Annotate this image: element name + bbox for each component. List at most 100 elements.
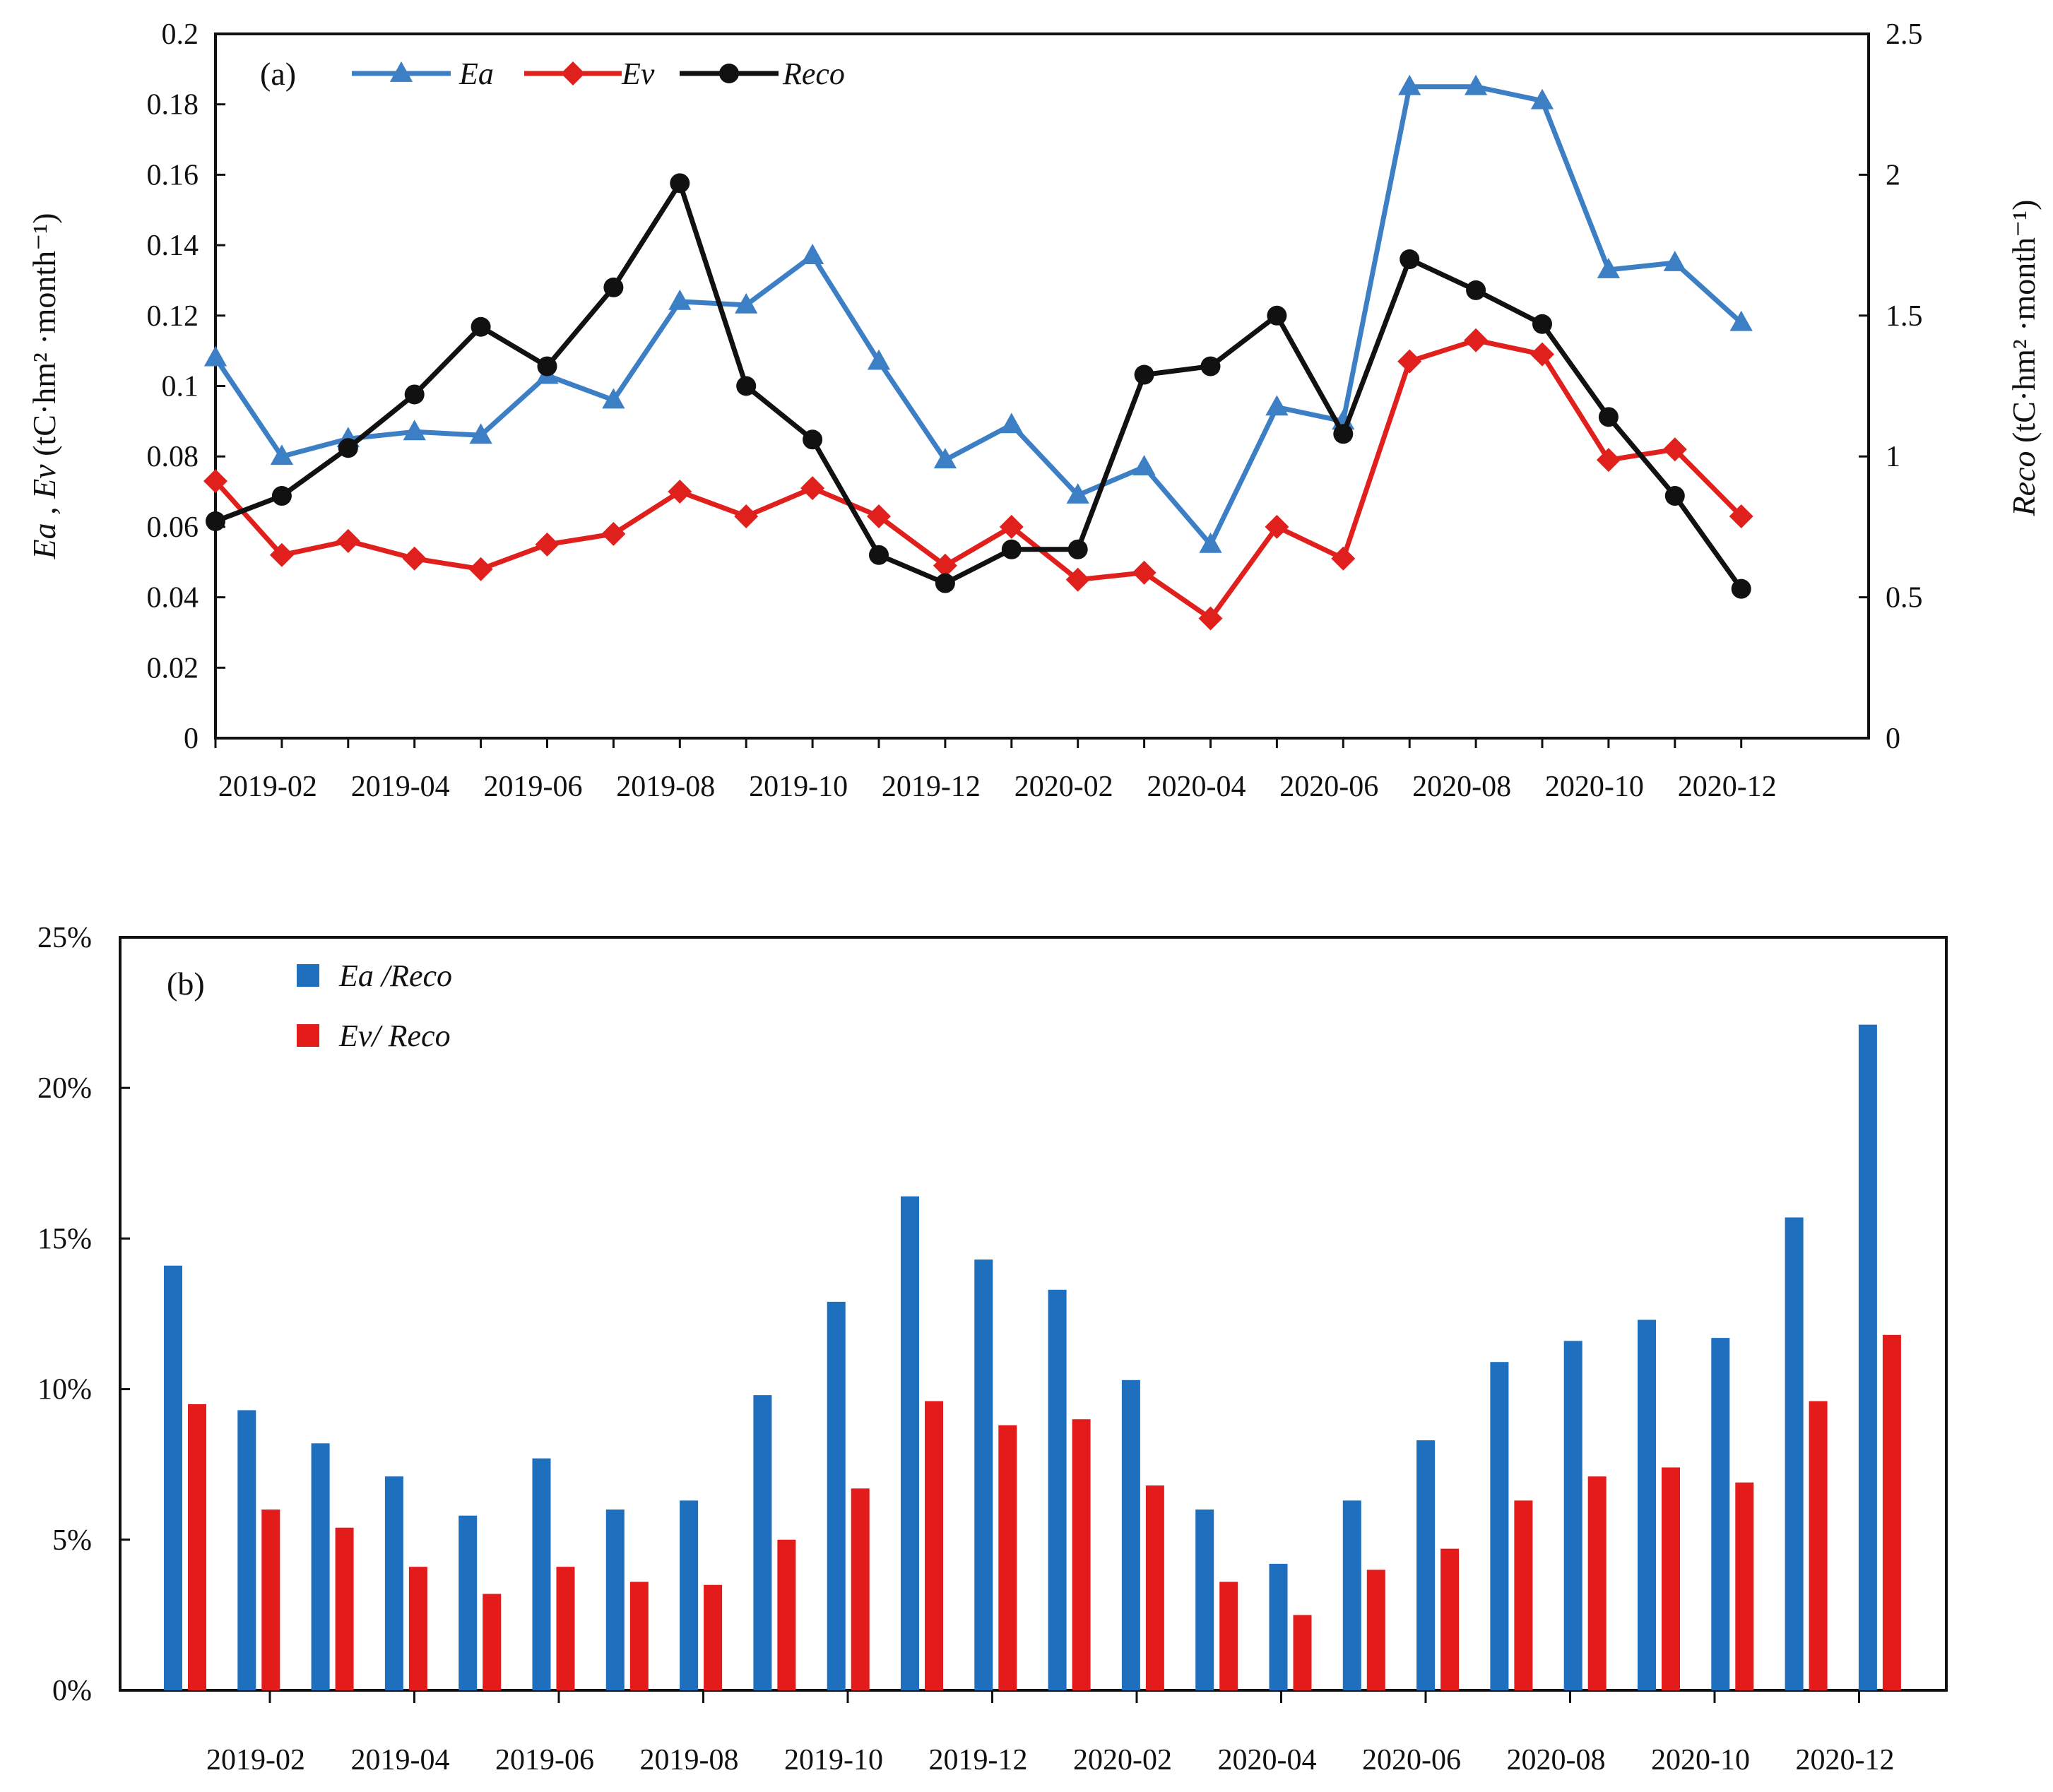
x-tick-label: 2019-04 xyxy=(351,771,450,803)
reco-point xyxy=(1001,539,1022,559)
ea-point xyxy=(800,244,824,264)
x-tick-label: 2020-10 xyxy=(1545,771,1644,803)
right-tick-label: 2 xyxy=(1886,159,1900,191)
y-tick-label: 25% xyxy=(37,922,92,954)
reco-point xyxy=(1532,314,1552,334)
ev-reco-bar xyxy=(998,1425,1017,1690)
ea-reco-bar xyxy=(1490,1362,1509,1690)
ea-point xyxy=(469,423,492,444)
ev-reco-bar xyxy=(408,1567,427,1690)
ev-point xyxy=(1265,514,1289,539)
reco-point xyxy=(1731,578,1751,599)
left-tick-label: 0.16 xyxy=(147,159,199,191)
ev-reco-bar xyxy=(1514,1500,1533,1690)
y-tick-label: 0% xyxy=(52,1675,92,1707)
ev-point xyxy=(1132,560,1156,585)
legend-ea-reco-swatch xyxy=(297,964,319,987)
right-tick-label: 1 xyxy=(1886,441,1900,473)
x-tick-label: 2019-06 xyxy=(484,771,583,803)
panel-a-right-axis: 0 0.5 1 1.5 2 2.5 xyxy=(1859,18,1923,755)
reco-point xyxy=(1134,364,1154,385)
ev-point xyxy=(1331,546,1356,571)
x-tick-label: 2019-10 xyxy=(749,771,848,803)
right-tick-label: 1.5 xyxy=(1886,300,1923,333)
series-ev xyxy=(203,328,1753,631)
ev-point xyxy=(1065,567,1090,592)
y-tick-label: 10% xyxy=(37,1374,92,1406)
reco-point xyxy=(537,356,557,376)
ev-point xyxy=(999,514,1024,539)
x-tick-label: 2020-04 xyxy=(1147,771,1246,803)
ea-reco-bar xyxy=(1048,1289,1067,1690)
ea-point xyxy=(668,289,692,310)
reco-point xyxy=(1664,486,1685,506)
panel-a-left-axis-title: Ea , Ev (tC·hm² ·month⁻¹) xyxy=(26,213,62,559)
ea-reco-bar xyxy=(1858,1024,1877,1690)
ev-reco-bar xyxy=(1072,1419,1091,1690)
panel-a-x-axis: 2019-02 2019-04 2019-06 2019-08 2019-10 2019-… xyxy=(214,738,1777,803)
x-tick-label: 2019-02 xyxy=(218,771,317,803)
ev-point xyxy=(668,480,692,504)
ev-point xyxy=(203,469,227,494)
ev-point xyxy=(269,542,294,567)
ea-point xyxy=(933,448,957,469)
ea-point xyxy=(1066,483,1089,504)
ea-reco-bar xyxy=(237,1410,256,1690)
ea-reco-bar xyxy=(1195,1509,1214,1690)
x-tick-label: 2020-08 xyxy=(1507,1744,1606,1776)
ev-reco-bar xyxy=(1145,1485,1164,1690)
left-tick-label: 0.08 xyxy=(147,441,199,473)
left-tick-label: 0.18 xyxy=(147,89,199,121)
ev-point xyxy=(601,521,626,546)
ev-reco-bar xyxy=(1882,1334,1901,1690)
ev-reco-bar xyxy=(261,1509,280,1690)
ea-point xyxy=(1000,413,1023,434)
reco-point xyxy=(1067,539,1088,559)
x-tick-label: 2020-06 xyxy=(1362,1744,1461,1776)
reco-point xyxy=(736,376,757,396)
panel-b-bars-group xyxy=(164,1024,1901,1690)
panel-a-right-axis-title-unit: (tC·hm² ·month⁻¹) xyxy=(2006,200,2042,451)
x-tick-label: 2020-02 xyxy=(1073,1744,1172,1776)
reco-point xyxy=(803,429,823,450)
ea-reco-bar xyxy=(827,1301,846,1690)
panel-a-line-chart: 00.020.040.060.080.10.120.140.160.180.2 … xyxy=(26,18,2042,803)
x-tick-label: 2020-02 xyxy=(1014,771,1113,803)
series-ea-line xyxy=(213,84,1744,547)
ea-reco-bar xyxy=(532,1458,551,1690)
reco-point xyxy=(471,316,491,337)
ev-point xyxy=(1662,437,1687,462)
ea-reco-bar xyxy=(164,1265,182,1690)
reco-point xyxy=(1400,249,1420,270)
legend-ev-label: Ev xyxy=(621,57,655,91)
reco-point xyxy=(670,173,690,194)
left-tick-label: 0.04 xyxy=(147,582,199,615)
x-tick-label: 2020-04 xyxy=(1218,1744,1317,1776)
legend-ev-marker xyxy=(561,61,585,85)
ev-reco-bar xyxy=(1293,1615,1312,1690)
x-tick-label: 2020-12 xyxy=(1678,771,1777,803)
panel-b-label: (b) xyxy=(167,966,205,1002)
ev-reco-bar xyxy=(483,1594,502,1690)
ea-point xyxy=(1398,74,1421,95)
x-tick-label: 2019-12 xyxy=(882,771,981,803)
ev-reco-bar xyxy=(556,1567,575,1690)
left-tick-label: 0.2 xyxy=(162,18,199,51)
ev-point xyxy=(867,504,891,528)
ea-reco-bar xyxy=(458,1515,478,1690)
y-tick-label: 20% xyxy=(37,1072,92,1105)
panel-b-legend: Ea /Reco Ev/ Reco xyxy=(297,959,452,1053)
ev-point xyxy=(1596,448,1621,473)
ev-reco-bar xyxy=(1366,1570,1385,1690)
ev-reco-bar xyxy=(704,1584,723,1690)
reco-point xyxy=(1333,424,1354,444)
panel-b-plot-frame xyxy=(119,936,1948,1692)
x-tick-label: 2019-04 xyxy=(351,1744,450,1776)
ea-reco-bar xyxy=(901,1196,919,1690)
x-tick-label: 2019-02 xyxy=(206,1744,305,1776)
x-tick-label: 2020-12 xyxy=(1796,1744,1895,1776)
ea-point xyxy=(1132,455,1156,476)
ev-point xyxy=(1397,349,1422,374)
ea-point xyxy=(1199,532,1222,553)
ea-reco-bar xyxy=(1563,1341,1582,1690)
